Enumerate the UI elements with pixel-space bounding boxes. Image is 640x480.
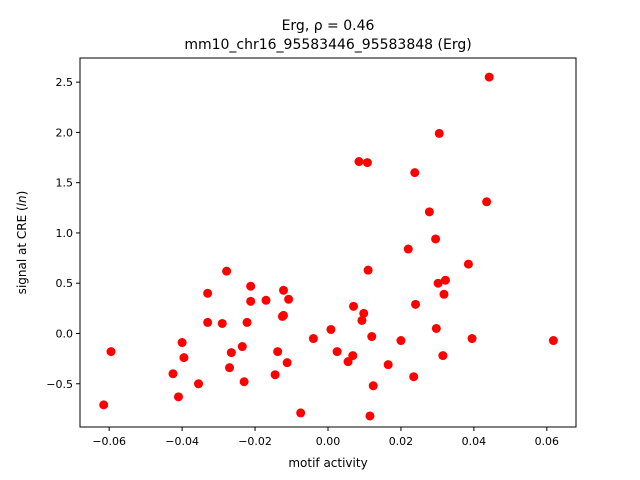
data-point-8 bbox=[203, 317, 213, 327]
data-point-40 bbox=[368, 381, 378, 391]
data-point-18 bbox=[261, 295, 271, 305]
data-point-13 bbox=[237, 342, 247, 352]
x-tick-label: 0.00 bbox=[316, 435, 341, 448]
data-point-0 bbox=[99, 400, 109, 410]
x-tick-label: −0.04 bbox=[165, 435, 199, 448]
y-tick-label: 1.5 bbox=[56, 177, 74, 190]
y-tick-label: −0.5 bbox=[46, 378, 73, 391]
data-point-2 bbox=[168, 369, 178, 379]
data-point-7 bbox=[203, 288, 213, 298]
x-tick-label: 0.06 bbox=[535, 435, 560, 448]
chart-title-line2: mm10_chr16_95583446_95583848 (Erg) bbox=[184, 37, 471, 53]
data-point-31 bbox=[348, 351, 358, 361]
data-point-36 bbox=[362, 158, 372, 168]
data-point-17 bbox=[246, 296, 256, 306]
data-point-43 bbox=[403, 244, 413, 254]
data-point-38 bbox=[365, 411, 375, 421]
data-point-16 bbox=[246, 281, 256, 291]
y-tick-label: 0.5 bbox=[56, 277, 74, 290]
data-point-37 bbox=[363, 265, 373, 275]
data-point-33 bbox=[354, 157, 364, 167]
y-tick-label: 1.0 bbox=[56, 227, 74, 240]
data-point-25 bbox=[284, 294, 294, 304]
y-axis-label: signal at CRE (ln) bbox=[15, 191, 29, 295]
data-point-30 bbox=[343, 357, 353, 367]
data-point-3 bbox=[173, 392, 183, 402]
data-point-47 bbox=[424, 207, 434, 217]
data-point-1 bbox=[106, 347, 116, 357]
data-point-39 bbox=[367, 332, 377, 342]
y-tick-label: 0.0 bbox=[56, 327, 74, 340]
data-point-15 bbox=[242, 317, 252, 327]
data-point-58 bbox=[484, 72, 494, 82]
chart-title-line1: Erg, ρ = 0.46 bbox=[282, 18, 375, 34]
data-point-11 bbox=[225, 363, 235, 373]
data-point-41 bbox=[383, 360, 393, 370]
data-point-5 bbox=[179, 353, 189, 363]
data-point-56 bbox=[467, 334, 477, 344]
data-point-14 bbox=[239, 377, 249, 387]
y-axis-ticks: −0.5 0.0 0.5 1.0 1.5 2.0 2.5 bbox=[46, 76, 80, 391]
plot-frame bbox=[79, 57, 577, 428]
data-point-52 bbox=[438, 351, 448, 361]
data-point-42 bbox=[396, 336, 406, 346]
data-point-49 bbox=[431, 323, 441, 333]
data-point-34 bbox=[357, 315, 367, 325]
x-tick-label: 0.02 bbox=[389, 435, 414, 448]
data-point-44 bbox=[409, 372, 419, 382]
y-tick-label: 2.5 bbox=[56, 76, 74, 89]
data-point-26 bbox=[296, 408, 306, 418]
data-point-28 bbox=[326, 324, 336, 334]
data-point-55 bbox=[463, 259, 473, 269]
data-point-32 bbox=[349, 301, 359, 311]
data-point-10 bbox=[222, 266, 232, 276]
data-point-35 bbox=[359, 308, 369, 318]
x-tick-label: −0.06 bbox=[92, 435, 126, 448]
data-point-27 bbox=[308, 334, 318, 344]
data-point-9 bbox=[217, 318, 227, 328]
data-point-50 bbox=[433, 278, 443, 288]
data-points bbox=[99, 72, 558, 421]
x-tick-label: −0.02 bbox=[238, 435, 272, 448]
data-point-54 bbox=[440, 275, 450, 285]
data-point-24 bbox=[282, 358, 292, 368]
x-tick-label: 0.04 bbox=[462, 435, 487, 448]
x-axis-label: motif activity bbox=[288, 456, 367, 470]
data-point-57 bbox=[482, 197, 492, 207]
x-axis-ticks: −0.06 −0.04 −0.02 0.00 0.02 0.04 0.06 bbox=[92, 427, 559, 448]
data-point-12 bbox=[226, 348, 236, 358]
data-point-51 bbox=[434, 128, 444, 138]
data-point-19 bbox=[270, 370, 280, 380]
data-point-6 bbox=[194, 379, 204, 389]
y-tick-label: 2.0 bbox=[56, 126, 74, 139]
data-point-45 bbox=[410, 168, 420, 178]
data-point-22 bbox=[279, 310, 289, 320]
data-point-23 bbox=[279, 285, 289, 295]
data-point-48 bbox=[431, 234, 441, 244]
data-point-20 bbox=[273, 347, 283, 357]
data-point-4 bbox=[177, 338, 187, 348]
data-point-53 bbox=[439, 289, 449, 299]
data-point-29 bbox=[332, 347, 342, 357]
data-point-46 bbox=[411, 299, 421, 309]
data-point-59 bbox=[548, 336, 558, 346]
